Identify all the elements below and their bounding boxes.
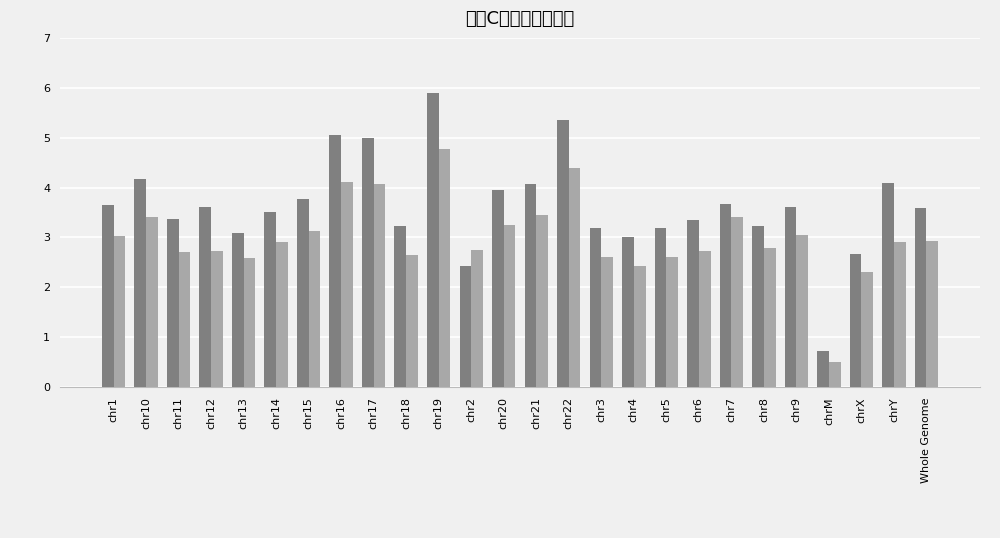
Bar <box>232 233 244 387</box>
Bar <box>406 255 418 387</box>
Bar <box>525 183 536 387</box>
Bar <box>699 251 711 387</box>
Bar <box>666 258 678 387</box>
Bar <box>297 199 309 387</box>
Bar <box>861 272 873 387</box>
Bar <box>731 216 743 387</box>
Bar <box>915 208 926 387</box>
Bar <box>796 235 808 387</box>
Bar <box>146 216 158 387</box>
Bar <box>244 258 255 387</box>
Bar <box>720 204 731 387</box>
Title: 所有C位点甲基化水平: 所有C位点甲基化水平 <box>465 10 575 28</box>
Bar <box>329 135 341 387</box>
Bar <box>687 220 699 387</box>
Bar <box>504 225 515 387</box>
Bar <box>622 237 634 387</box>
Bar <box>894 243 906 387</box>
Bar <box>102 205 114 387</box>
Bar <box>427 93 439 387</box>
Bar <box>341 181 353 387</box>
Bar <box>179 252 190 387</box>
Bar <box>264 211 276 387</box>
Bar <box>829 363 841 387</box>
Bar <box>492 190 504 387</box>
Bar <box>374 183 385 387</box>
Bar <box>764 249 776 387</box>
Bar <box>926 241 938 387</box>
Bar <box>471 250 483 387</box>
Bar <box>167 218 179 387</box>
Bar <box>536 215 548 387</box>
Bar <box>752 226 764 387</box>
Bar <box>362 138 374 387</box>
Bar <box>211 251 223 387</box>
Bar <box>134 179 146 387</box>
Bar <box>199 207 211 387</box>
Bar <box>601 258 613 387</box>
Bar <box>460 266 471 387</box>
Bar <box>655 229 666 387</box>
Bar <box>817 351 829 387</box>
Bar <box>276 243 288 387</box>
Bar <box>557 120 569 387</box>
Bar <box>114 237 125 387</box>
Bar <box>785 207 796 387</box>
Bar <box>569 167 580 387</box>
Bar <box>634 266 646 387</box>
Bar <box>394 226 406 387</box>
Bar <box>309 231 320 387</box>
Bar <box>882 182 894 387</box>
Bar <box>590 229 601 387</box>
Bar <box>439 148 450 387</box>
Bar <box>850 254 861 387</box>
